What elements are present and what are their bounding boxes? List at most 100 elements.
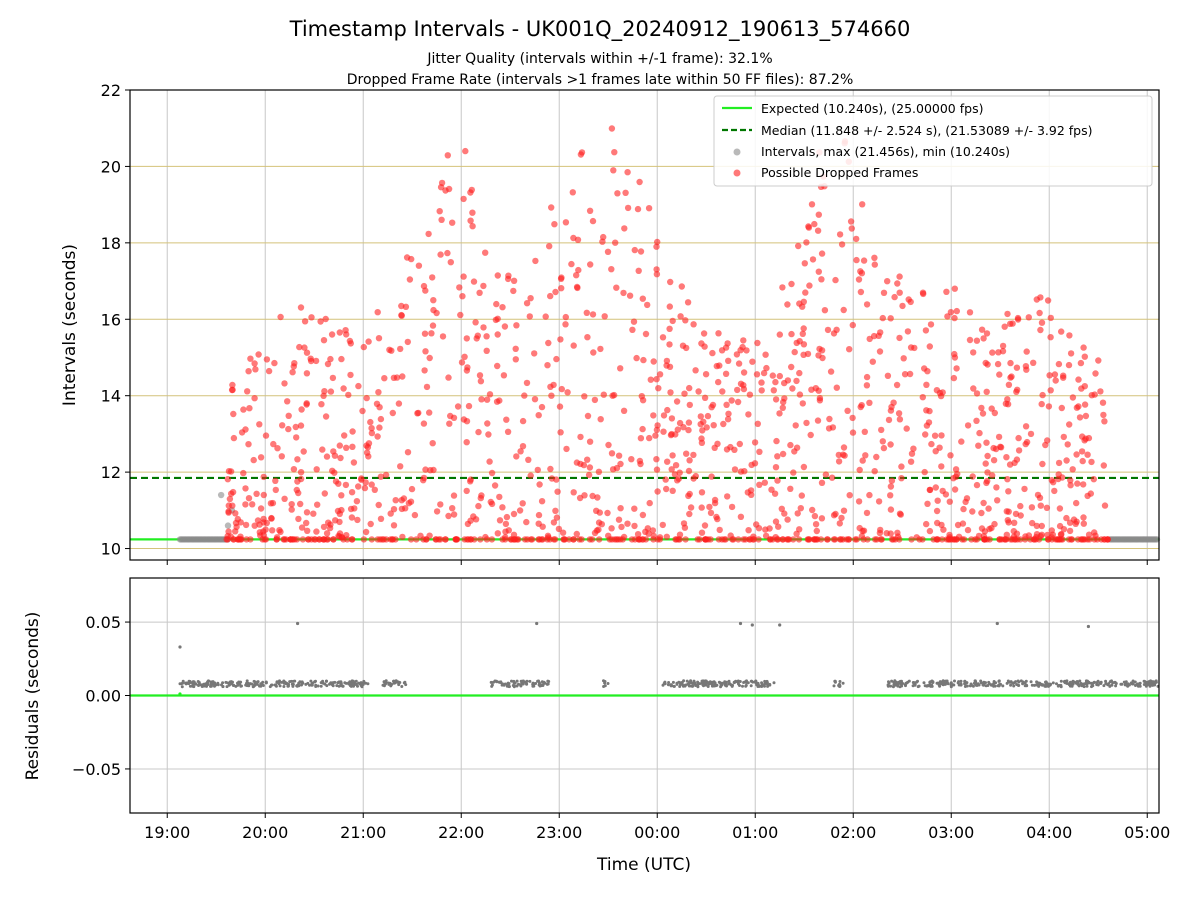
dropped-frame-point — [228, 490, 235, 497]
dropped-frame-point — [847, 218, 855, 225]
dropped-frame-point — [279, 422, 286, 429]
dropped-frame-point — [871, 254, 878, 261]
dropped-frame-point — [954, 521, 962, 529]
dropped-frame-point — [1015, 434, 1022, 442]
dropped-frame-point — [799, 400, 806, 407]
residual-point — [1127, 683, 1131, 687]
bottom-y-axis-label: Residuals (seconds) — [23, 612, 43, 781]
dropped-frame-point — [229, 381, 236, 389]
dropped-frame-point — [666, 363, 674, 370]
dropped-frame-point — [230, 410, 237, 418]
dropped-frame-point — [896, 273, 903, 280]
residual-point — [992, 684, 996, 688]
dropped-frame-point — [678, 283, 685, 290]
dropped-frame-point — [716, 362, 723, 369]
dropped-frame-point — [482, 249, 489, 256]
residual-point — [963, 685, 967, 688]
dropped-frame-point — [740, 369, 748, 376]
top-y-tick-label: 22 — [101, 81, 121, 100]
dropped-frame-point — [1073, 451, 1080, 458]
dropped-frame-point — [346, 337, 354, 345]
x-tick-label: 22:00 — [438, 823, 484, 842]
dropped-frame-point — [976, 429, 983, 437]
legend-expected-label: Expected (10.240s), (25.00000 fps) — [761, 101, 983, 116]
dropped-frame-point — [1043, 504, 1051, 511]
dropped-frame-point — [608, 536, 616, 543]
dropped-frame-point — [982, 460, 989, 467]
dropped-frame-point — [1014, 314, 1022, 322]
dropped-frame-point — [869, 358, 876, 365]
dropped-frame-point — [863, 382, 871, 389]
residual-point — [763, 684, 766, 688]
dropped-frame-point — [470, 513, 477, 520]
dropped-frame-point — [849, 429, 857, 436]
residual-point — [1153, 681, 1157, 685]
dropped-frame-point — [1027, 430, 1035, 438]
dropped-frame-point — [510, 287, 517, 295]
dropped-frame-point — [548, 392, 555, 399]
residual-point — [1016, 679, 1020, 683]
residual-outlier-point — [778, 623, 782, 627]
dropped-frame-point — [690, 451, 697, 459]
dropped-frame-point — [698, 489, 706, 496]
dropped-frame-point — [320, 536, 327, 543]
dropped-frame-point — [1081, 353, 1089, 360]
residual-point — [727, 682, 731, 686]
dropped-frame-point — [420, 420, 428, 427]
dropped-frame-point — [484, 420, 491, 427]
dropped-frame-point — [704, 412, 712, 420]
dropped-frame-point — [546, 243, 553, 250]
dropped-frame-point — [989, 349, 996, 356]
dropped-frame-point — [548, 204, 555, 211]
dropped-frame-point — [1013, 456, 1021, 463]
dropped-frame-point — [230, 536, 237, 543]
dropped-frame-point — [611, 149, 618, 156]
dropped-frame-point — [436, 208, 443, 215]
residual-point — [339, 683, 343, 687]
dropped-frame-point — [931, 432, 939, 439]
dropped-frame-point — [313, 528, 320, 535]
residual-point — [192, 685, 196, 689]
dropped-frame-point — [792, 422, 799, 429]
residual-point — [361, 682, 364, 686]
residual-point — [348, 682, 352, 686]
dropped-frame-point — [417, 532, 424, 539]
dropped-frame-point — [586, 536, 594, 543]
dropped-frame-point — [763, 364, 770, 372]
dropped-frame-point — [628, 456, 635, 463]
dropped-frame-point — [553, 514, 561, 521]
dropped-frame-point — [362, 528, 370, 536]
dropped-frame-point — [1076, 414, 1084, 421]
residual-point — [221, 681, 225, 685]
residual-point — [923, 684, 927, 688]
dropped-frame-point — [762, 351, 769, 358]
dropped-frame-point — [846, 492, 853, 499]
dropped-frame-point — [760, 369, 768, 377]
dropped-frame-point — [620, 407, 628, 414]
dropped-frame-point — [301, 344, 308, 351]
dropped-frame-point — [825, 425, 833, 432]
dropped-frame-point — [598, 521, 605, 528]
dropped-frame-point — [297, 422, 305, 429]
dropped-frame-point — [245, 495, 253, 502]
dropped-frame-point — [464, 520, 472, 528]
dropped-frame-point — [1066, 421, 1073, 428]
residual-point — [291, 684, 295, 688]
dropped-frame-point — [887, 441, 894, 448]
dropped-frame-point — [960, 536, 968, 543]
dropped-frame-point — [415, 262, 423, 269]
dropped-frame-point — [517, 448, 524, 455]
dropped-frame-point — [305, 536, 312, 543]
dropped-frame-point — [477, 378, 485, 385]
residual-point — [287, 682, 290, 686]
dropped-frame-point — [1081, 401, 1089, 408]
dropped-frame-point — [1067, 482, 1074, 489]
dropped-frame-point — [472, 319, 479, 326]
dropped-frame-point — [837, 536, 845, 543]
dropped-frame-point — [301, 318, 309, 325]
dropped-frame-point — [1045, 403, 1053, 410]
dropped-frame-point — [640, 356, 647, 364]
dropped-frame-point — [745, 527, 752, 534]
dropped-frame-point — [887, 530, 894, 537]
dropped-frame-point — [589, 492, 596, 500]
